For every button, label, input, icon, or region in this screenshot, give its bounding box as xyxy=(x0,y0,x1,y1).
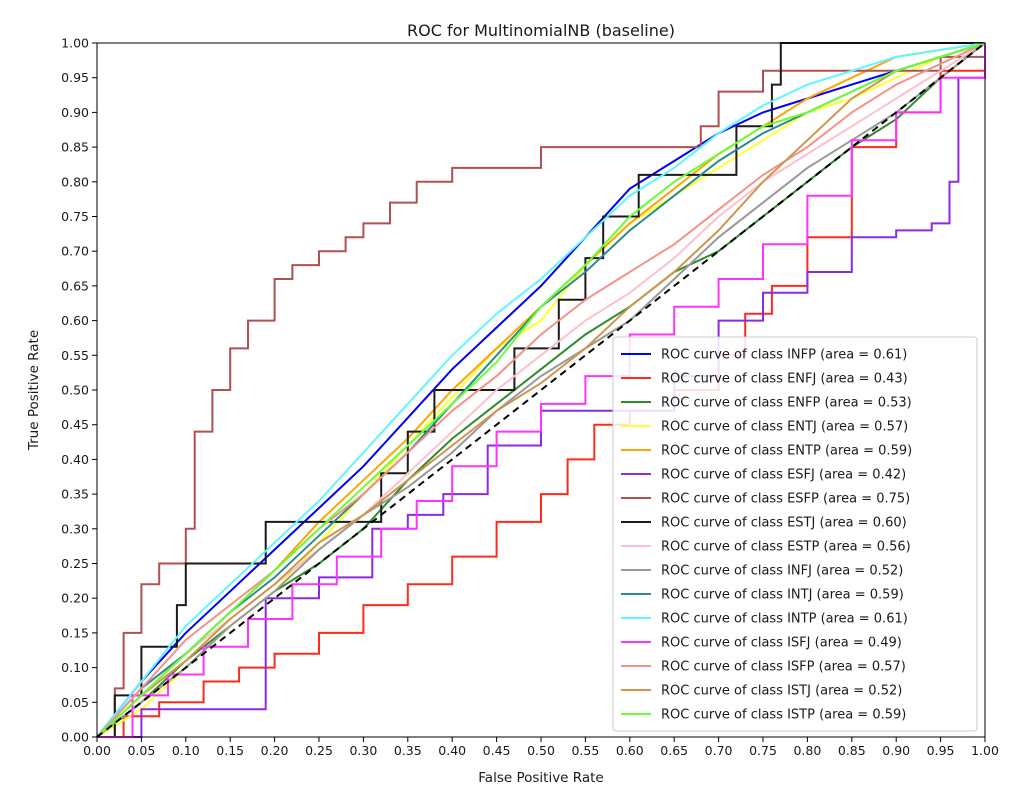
roc-line-enfj xyxy=(97,56,986,738)
x-tick-label: 0.80 xyxy=(793,743,821,758)
x-tick-label: 0.20 xyxy=(261,743,289,758)
roc-line-istj xyxy=(96,42,986,738)
legend-entry-intp: ROC curve of class INTP (area = 0.61) xyxy=(661,612,908,627)
x-tick-label: 0.95 xyxy=(927,743,955,758)
x-tick-label: 0.65 xyxy=(660,743,688,758)
y-tick-label: 0.45 xyxy=(61,417,89,432)
legend-entry-istp: ROC curve of class ISTP (area = 0.59) xyxy=(661,708,906,723)
x-tick-label: 0.05 xyxy=(127,743,155,758)
roc-line-infp xyxy=(96,42,986,738)
y-tick-label: 0.85 xyxy=(61,140,89,155)
legend-entry-enfj: ROC curve of class ENFJ (area = 0.43) xyxy=(661,372,908,387)
y-tick-label: 0.55 xyxy=(61,348,89,363)
legend-entry-intj: ROC curve of class INTJ (area = 0.59) xyxy=(661,588,904,603)
roc-line-intp xyxy=(96,42,986,738)
legend-entry-estj: ROC curve of class ESTJ (area = 0.60) xyxy=(661,516,907,531)
legend-entry-isfj: ROC curve of class ISFJ (area = 0.49) xyxy=(661,636,902,651)
x-tick-label: 0.00 xyxy=(83,743,111,758)
y-tick-label: 0.80 xyxy=(61,174,89,189)
x-tick-label: 0.25 xyxy=(305,743,333,758)
y-tick-label: 0.05 xyxy=(61,695,89,710)
legend: ROC curve of class INFP (area = 0.61) ROC… xyxy=(612,336,978,732)
y-axis-label: True Positive Rate xyxy=(26,330,42,451)
legend-entry-entp: ROC curve of class ENTP (area = 0.59) xyxy=(661,444,912,459)
y-tick-label: 0.60 xyxy=(61,313,89,328)
y-tick-label: 0.35 xyxy=(61,487,89,502)
y-tick-label: 0.00 xyxy=(61,730,89,745)
plot-area xyxy=(96,42,986,738)
y-tick-label: 0.70 xyxy=(61,244,89,259)
x-tick-label: 0.10 xyxy=(172,743,200,758)
y-tick-label: 1.00 xyxy=(61,36,89,51)
x-tick-label: 0.50 xyxy=(527,743,555,758)
roc-line-isfj xyxy=(97,43,986,738)
x-tick-label: 0.70 xyxy=(705,743,733,758)
x-tick-label: 0.55 xyxy=(571,743,599,758)
y-tick-label: 0.20 xyxy=(61,591,89,606)
x-tick-label: 0.90 xyxy=(882,743,910,758)
x-tick-label: 0.40 xyxy=(438,743,466,758)
y-tick-label: 0.65 xyxy=(61,278,89,293)
y-tick-label: 0.30 xyxy=(61,521,89,536)
legend-entry-estp: ROC curve of class ESTP (area = 0.56) xyxy=(661,540,911,555)
x-tick-label: 0.85 xyxy=(838,743,866,758)
y-tick-label: 0.90 xyxy=(61,105,89,120)
x-tick-label: 0.35 xyxy=(394,743,422,758)
roc-line-isfp xyxy=(96,42,986,738)
x-tick-label: 0.60 xyxy=(616,743,644,758)
legend-entry-infj: ROC curve of class INFJ (area = 0.52) xyxy=(661,564,903,579)
legend-entry-infp: ROC curve of class INFP (area = 0.61) xyxy=(661,348,907,363)
x-axis: 0.00 0.05 0.10 0.15 0.20 0.25 0.30 0.35 0.40 0.45… xyxy=(83,737,999,758)
x-tick-label: 1.00 xyxy=(971,743,999,758)
roc-line-esfj xyxy=(97,43,986,738)
y-tick-label: 0.25 xyxy=(61,556,89,571)
legend-entry-esfj: ROC curve of class ESFJ (area = 0.42) xyxy=(661,468,906,483)
y-tick-label: 0.95 xyxy=(61,70,89,85)
legend-entry-entj: ROC curve of class ENTJ (area = 0.57) xyxy=(661,420,908,435)
legend-entry-istj: ROC curve of class ISTJ (area = 0.52) xyxy=(661,684,902,699)
legend-entry-enfp: ROC curve of class ENFP (area = 0.53) xyxy=(661,396,912,411)
y-tick-label: 0.15 xyxy=(61,625,89,640)
y-axis: 0.00 0.05 0.10 0.15 0.20 0.25 0.30 0.35 0.40 0.45… xyxy=(61,36,97,745)
roc-line-istp xyxy=(96,42,986,738)
roc-line-esfp xyxy=(97,43,986,738)
legend-entry-esfp: ROC curve of class ESFP (area = 0.75) xyxy=(661,492,910,507)
y-tick-label: 0.50 xyxy=(61,383,89,398)
x-axis-label: False Positive Rate xyxy=(478,770,603,786)
legend-entry-isfp: ROC curve of class ISFP (area = 0.57) xyxy=(661,660,906,675)
y-tick-label: 0.40 xyxy=(61,452,89,467)
y-tick-label: 0.75 xyxy=(61,209,89,224)
y-tick-label: 0.10 xyxy=(61,660,89,675)
chance-diagonal xyxy=(96,42,986,738)
x-tick-label: 0.15 xyxy=(216,743,244,758)
chart-title: ROC for MultinomialNB (baseline) xyxy=(407,21,675,40)
x-tick-label: 0.45 xyxy=(483,743,511,758)
x-tick-label: 0.75 xyxy=(749,743,777,758)
x-tick-label: 0.30 xyxy=(349,743,377,758)
roc-line-infj xyxy=(96,42,986,738)
legend-box xyxy=(612,336,978,732)
